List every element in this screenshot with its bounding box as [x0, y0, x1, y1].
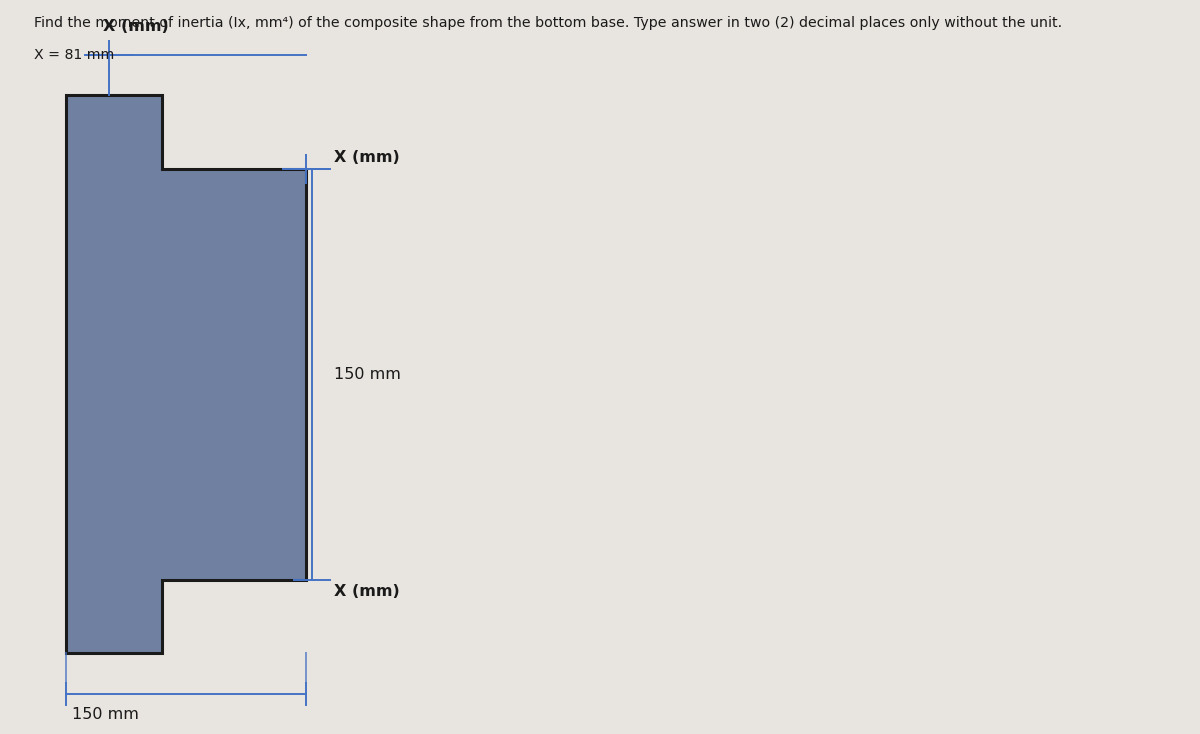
Text: 150 mm: 150 mm: [72, 707, 139, 722]
Text: Find the moment of inertia (Ix, mm⁴) of the composite shape from the bottom base: Find the moment of inertia (Ix, mm⁴) of …: [34, 16, 1062, 30]
Text: X (mm): X (mm): [103, 20, 169, 34]
Text: X (mm): X (mm): [334, 584, 400, 598]
Polygon shape: [66, 95, 306, 653]
Text: X = 81 mm: X = 81 mm: [34, 48, 114, 62]
Text: 150 mm: 150 mm: [334, 367, 401, 382]
Text: X (mm): X (mm): [334, 150, 400, 165]
